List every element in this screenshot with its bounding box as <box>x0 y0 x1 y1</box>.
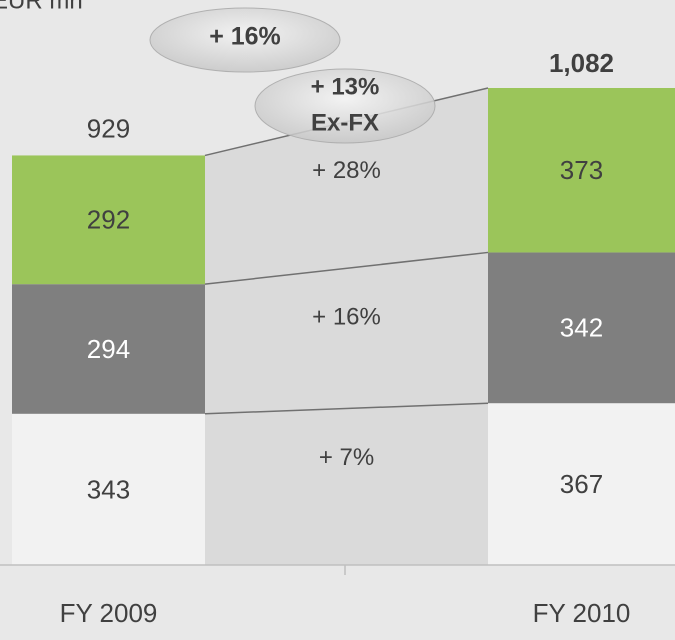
growth-label: + 7% <box>319 444 374 471</box>
segment-label: 373 <box>560 155 603 185</box>
connector-area <box>205 88 488 565</box>
plot: 343 367 + 7% 294 342 + 16% 292 373 + 28% FY 2009 9… <box>0 7 675 628</box>
bar-segment <box>12 284 205 414</box>
bar-segment <box>488 88 675 253</box>
x-tick-label: FY 2009 <box>60 598 158 628</box>
unit-label: EUR mn <box>0 0 83 14</box>
bubble-label: + 16% <box>209 23 281 51</box>
segment-label: 367 <box>560 469 603 499</box>
bar-segment <box>488 252 675 404</box>
segment-label: 294 <box>87 334 130 364</box>
bar-segment <box>488 403 675 565</box>
bubble-label: Ex-FX <box>311 109 379 136</box>
growth-label: + 16% <box>312 304 381 331</box>
total-label: 929 <box>87 113 130 143</box>
connector-line <box>204 251 489 285</box>
bubble <box>149 7 341 73</box>
bubble-label: + 13% <box>311 73 380 100</box>
segment-label: 292 <box>87 205 130 235</box>
growth-label: + 28% <box>312 157 381 184</box>
bubble <box>254 68 436 144</box>
x-tick-label: FY 2010 <box>533 598 631 628</box>
segment-label: 342 <box>560 313 603 343</box>
connector-line <box>204 402 489 415</box>
bar-segment <box>12 155 205 285</box>
bar-segment <box>12 413 205 565</box>
total-label: 1,082 <box>549 48 614 78</box>
segment-label: 343 <box>87 474 130 504</box>
